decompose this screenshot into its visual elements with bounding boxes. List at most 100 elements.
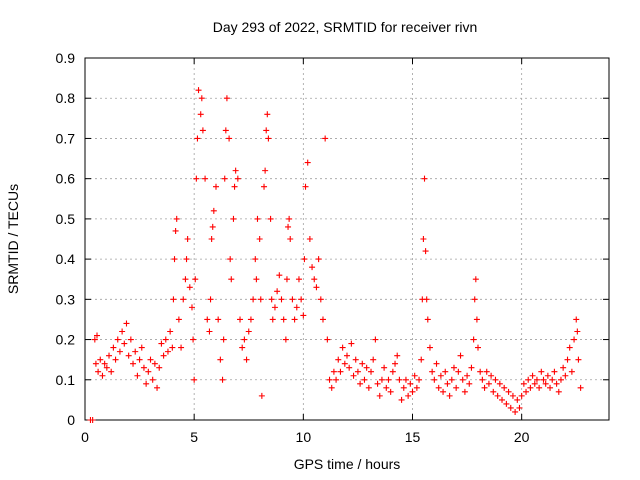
data-point xyxy=(402,376,409,383)
data-point xyxy=(143,380,150,387)
data-point xyxy=(257,296,264,303)
data-point xyxy=(267,215,274,222)
data-point xyxy=(468,364,475,371)
data-point xyxy=(226,135,233,142)
data-point xyxy=(271,304,278,311)
data-point xyxy=(291,316,298,323)
data-point xyxy=(237,316,244,323)
grid-lines xyxy=(85,58,609,420)
x-tick-label: 0 xyxy=(81,429,89,445)
y-tick-labels: 0 0.1 0.2 0.3 0.4 0.5 0.6 0.7 0.8 0.9 xyxy=(56,50,76,428)
data-point xyxy=(354,368,361,375)
data-point xyxy=(311,276,318,283)
data-point xyxy=(317,296,324,303)
y-tick-label: 0.1 xyxy=(56,372,76,388)
data-point xyxy=(396,376,403,383)
data-point xyxy=(512,408,519,415)
data-point xyxy=(553,380,560,387)
data-point xyxy=(525,376,532,383)
data-point xyxy=(422,248,429,255)
data-point xyxy=(252,256,259,263)
data-point xyxy=(286,215,293,222)
data-point xyxy=(125,352,132,359)
data-point xyxy=(398,396,405,403)
data-point xyxy=(209,223,216,230)
data-point xyxy=(264,111,271,118)
data-point xyxy=(544,372,551,379)
data-point xyxy=(549,376,556,383)
data-point xyxy=(234,175,241,182)
data-point xyxy=(481,384,488,391)
data-point xyxy=(416,376,423,383)
data-point xyxy=(230,215,237,222)
data-point xyxy=(466,380,473,387)
data-point xyxy=(112,356,119,363)
data-point xyxy=(490,388,497,395)
data-point xyxy=(435,384,442,391)
data-point xyxy=(409,388,416,395)
data-point xyxy=(250,296,257,303)
data-point xyxy=(479,376,486,383)
data-point xyxy=(536,384,543,391)
y-tick-label: 0.9 xyxy=(56,50,76,66)
data-point xyxy=(566,344,573,351)
data-points xyxy=(87,87,584,423)
data-point xyxy=(574,328,581,335)
data-point xyxy=(180,296,187,303)
data-point xyxy=(442,368,449,375)
data-point xyxy=(337,368,344,375)
data-point xyxy=(418,356,425,363)
data-point xyxy=(269,316,276,323)
data-point xyxy=(89,417,96,423)
data-point xyxy=(352,356,359,363)
data-point xyxy=(426,344,433,351)
axis-ticks xyxy=(84,57,609,421)
data-point xyxy=(457,352,464,359)
data-point xyxy=(527,384,534,391)
data-point xyxy=(289,296,296,303)
data-point xyxy=(509,392,516,399)
data-point xyxy=(483,368,490,375)
data-point xyxy=(280,316,287,323)
data-point xyxy=(247,316,254,323)
data-point xyxy=(285,223,292,230)
data-point xyxy=(523,388,530,395)
data-point xyxy=(309,264,316,271)
data-point xyxy=(217,356,224,363)
data-point xyxy=(186,284,193,291)
y-tick-label: 0 xyxy=(67,412,75,428)
data-point xyxy=(243,356,250,363)
data-point xyxy=(301,256,308,263)
data-point xyxy=(433,360,440,367)
data-point xyxy=(326,376,333,383)
data-point xyxy=(167,328,174,335)
data-point xyxy=(440,388,447,395)
data-point xyxy=(293,304,300,311)
data-point xyxy=(363,364,370,371)
data-point xyxy=(245,328,252,335)
data-point xyxy=(383,384,390,391)
data-point xyxy=(473,316,480,323)
data-point xyxy=(444,380,451,387)
data-point xyxy=(333,376,340,383)
data-point xyxy=(551,368,558,375)
data-point xyxy=(394,352,401,359)
data-point xyxy=(407,380,414,387)
data-point xyxy=(262,167,269,174)
data-point xyxy=(472,276,479,283)
data-point xyxy=(420,236,427,242)
data-point xyxy=(162,336,169,343)
data-point xyxy=(151,360,158,367)
data-point xyxy=(173,215,180,222)
data-point xyxy=(160,352,167,359)
data-point xyxy=(348,340,355,347)
data-point xyxy=(424,316,431,323)
data-point xyxy=(103,364,110,371)
data-point xyxy=(313,284,320,291)
data-point xyxy=(344,352,350,359)
data-point xyxy=(547,384,554,391)
y-tick-label: 0.8 xyxy=(56,90,76,106)
data-point xyxy=(239,344,246,351)
y-tick-label: 0.3 xyxy=(56,291,76,307)
